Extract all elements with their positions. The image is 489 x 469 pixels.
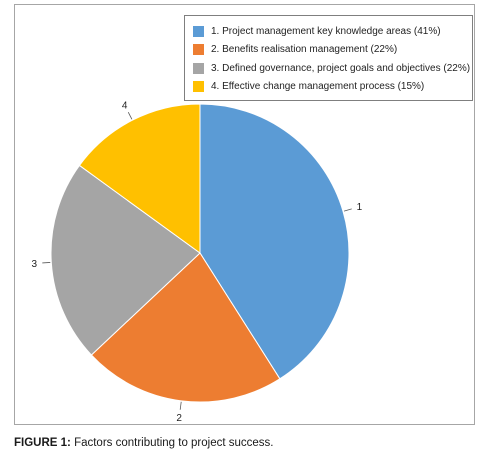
slice-label-2: 2 (176, 413, 182, 424)
legend-item-2: 2. Benefits realisation management (22%) (193, 41, 472, 60)
chart-legend: 1. Project management key knowledge area… (184, 15, 473, 101)
pie-slice-4 (78, 103, 201, 254)
legend-item-4: 4. Effective change management process (… (193, 78, 472, 97)
legend-swatch-4 (193, 81, 204, 93)
figure-caption: FIGURE 1: Factors contributing to projec… (14, 437, 274, 449)
legend-swatch-2 (193, 44, 204, 56)
pie-slice-1 (199, 103, 350, 380)
legend-swatch-3 (193, 62, 204, 74)
chart-frame: 1 2 3 4 1. Project management key knowledge… (14, 4, 475, 425)
pie-chart: 1 2 3 4 (32, 101, 363, 425)
slice-label-3: 3 (32, 259, 38, 270)
legend-text-2: 2. Benefits realisation management (22%) (211, 44, 398, 56)
legend-text-3: 3. Defined governance, project goals and… (211, 62, 471, 74)
slice-label-1: 1 (357, 202, 363, 213)
slice-leader-1 (343, 208, 352, 212)
slice-label-4: 4 (122, 101, 128, 112)
figure-caption-label: FIGURE 1: (14, 437, 71, 449)
legend-text-4: 4. Effective change management process (… (211, 81, 425, 93)
legend-text-1: 1. Project management key knowledge area… (211, 25, 441, 37)
figure-caption-text: Factors contributing to project success. (70, 437, 274, 449)
legend-item-1: 1. Project management key knowledge area… (193, 22, 472, 41)
slice-leader-2 (179, 401, 182, 410)
legend-item-3: 3. Defined governance, project goals and… (193, 59, 472, 78)
pie-slice-3 (50, 164, 201, 356)
legend-swatch-1 (193, 25, 204, 37)
slice-leader-3 (42, 262, 51, 264)
slice-leader-4 (127, 112, 133, 120)
pie-slice-2 (90, 252, 281, 403)
